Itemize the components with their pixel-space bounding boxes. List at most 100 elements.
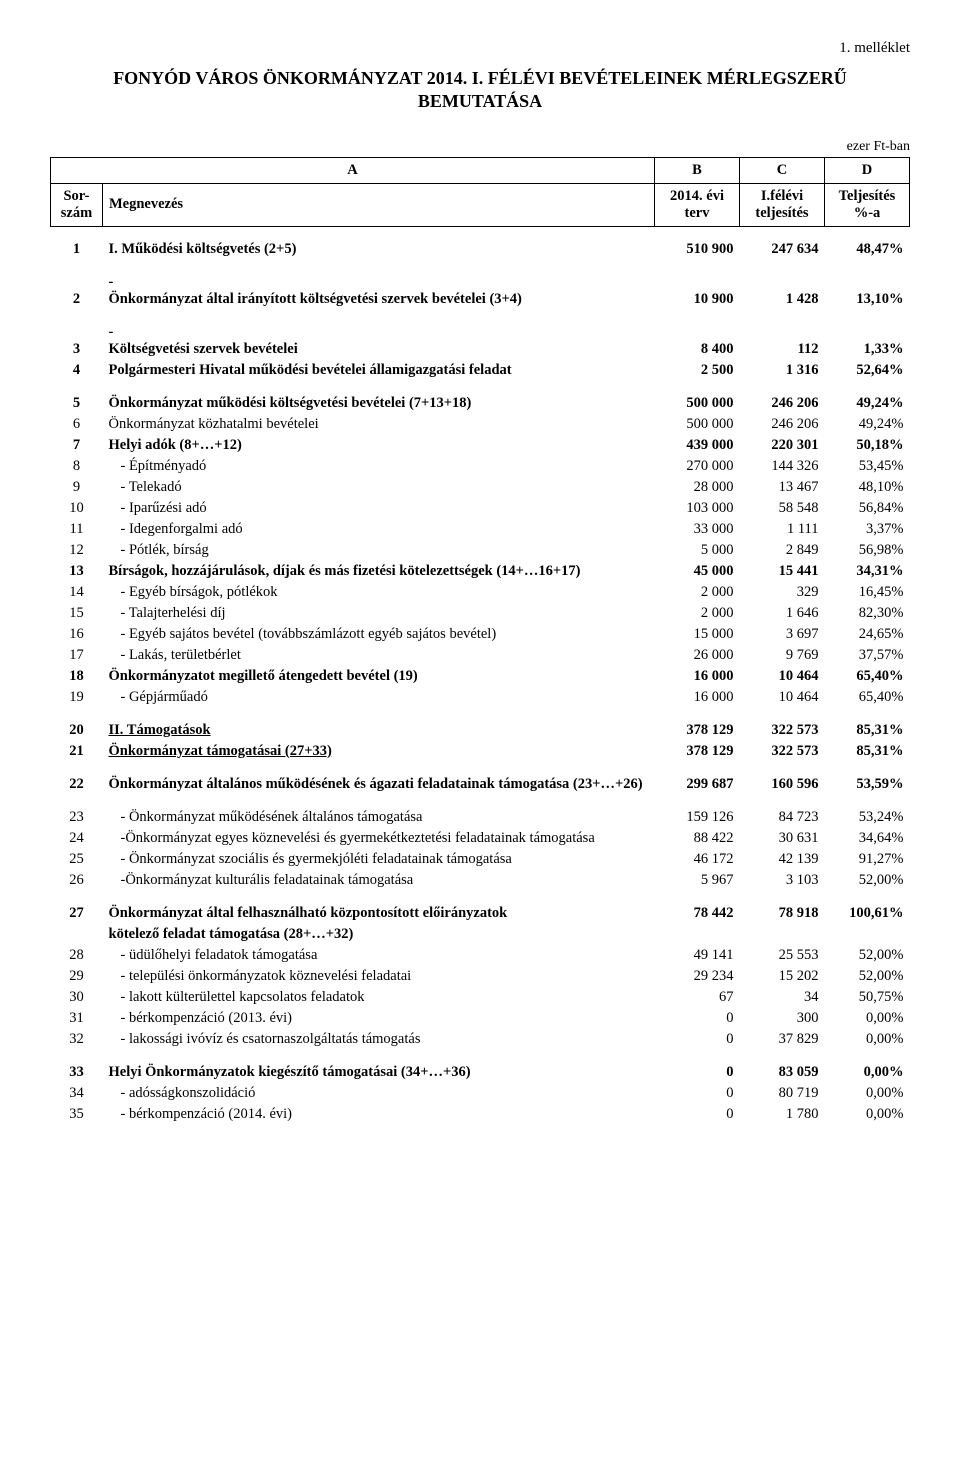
table-row: 24 -Önkormányzat egyes köznevelési és gy… (51, 828, 910, 849)
cell-b: 0 (655, 1104, 740, 1125)
cell-d: 65,40% (825, 666, 910, 687)
row-number: 3 (51, 310, 103, 360)
row-number: 30 (51, 987, 103, 1008)
row-label: - adósságkonszolidáció (103, 1083, 655, 1104)
table-row: 28 - üdülőhelyi feladatok támogatása49 1… (51, 945, 910, 966)
cell-b: 88 422 (655, 828, 740, 849)
col-c2: I.félévi teljesítés (740, 183, 825, 226)
cell-b: 10 900 (655, 260, 740, 310)
cell-d: 1,33% (825, 310, 910, 360)
row-number: 2 (51, 260, 103, 310)
cell-d: 100,61% (825, 891, 910, 924)
row-number: 19 (51, 687, 103, 708)
col-sor: Sor- szám (51, 183, 103, 226)
cell-b: 2 000 (655, 603, 740, 624)
cell-d: 34,31% (825, 561, 910, 582)
cell-c: 30 631 (740, 828, 825, 849)
cell-b: 15 000 (655, 624, 740, 645)
row-label: Helyi adók (8+…+12) (103, 435, 655, 456)
cell-d: 0,00% (825, 1029, 910, 1050)
cell-c: 15 441 (740, 561, 825, 582)
row-label: -Önkormányzat kulturális feladatainak tá… (103, 870, 655, 891)
table-row: 18Önkormányzatot megillető átengedett be… (51, 666, 910, 687)
table-row: 4Polgármesteri Hivatal működési bevétele… (51, 360, 910, 381)
cell-c: 220 301 (740, 435, 825, 456)
cell-b: 159 126 (655, 795, 740, 828)
row-number: 4 (51, 360, 103, 381)
row-number: 8 (51, 456, 103, 477)
cell-c: 3 697 (740, 624, 825, 645)
row-number: 15 (51, 603, 103, 624)
cell-c: 15 202 (740, 966, 825, 987)
cell-d: 0,00% (825, 1050, 910, 1083)
cell-d: 49,24% (825, 381, 910, 414)
row-number: 9 (51, 477, 103, 498)
cell-d: 56,98% (825, 540, 910, 561)
cell-b: 5 967 (655, 870, 740, 891)
col-d-l2: %-a (854, 205, 881, 221)
cell-b: 16 000 (655, 687, 740, 708)
row-number: 6 (51, 414, 103, 435)
cell-c: 84 723 (740, 795, 825, 828)
table-body: 1I. Működési költségvetés (2+5)510 90024… (51, 226, 910, 1125)
cell-d (825, 924, 910, 945)
cell-b: 26 000 (655, 645, 740, 666)
cell-d: 0,00% (825, 1083, 910, 1104)
cell-c (740, 924, 825, 945)
cell-b (655, 924, 740, 945)
cell-d: 56,84% (825, 498, 910, 519)
row-number: 14 (51, 582, 103, 603)
table-row: 30 - lakott külterülettel kapcsolatos fe… (51, 987, 910, 1008)
row-label: - Egyéb sajátos bevétel (továbbszámlázot… (103, 624, 655, 645)
cell-d: 52,64% (825, 360, 910, 381)
cell-b: 378 129 (655, 708, 740, 741)
row-number: 24 (51, 828, 103, 849)
cell-d: 49,24% (825, 414, 910, 435)
row-number: 23 (51, 795, 103, 828)
col-sor-l2: szám (61, 205, 92, 221)
cell-d: 53,59% (825, 762, 910, 795)
row-label: Önkormányzat működési költségvetési bevé… (103, 381, 655, 414)
row-number: 28 (51, 945, 103, 966)
row-label: - települési önkormányzatok köznevelési … (103, 966, 655, 987)
row-label: Polgármesteri Hivatal működési bevételei… (103, 360, 655, 381)
table-row: 13Bírságok, hozzájárulások, díjak és más… (51, 561, 910, 582)
cell-d: 24,65% (825, 624, 910, 645)
cell-c: 247 634 (740, 226, 825, 260)
cell-c: 10 464 (740, 666, 825, 687)
cell-d: 50,75% (825, 987, 910, 1008)
table-row: 34 - adósságkonszolidáció080 7190,00% (51, 1083, 910, 1104)
cell-d: 65,40% (825, 687, 910, 708)
cell-b: 46 172 (655, 849, 740, 870)
table-row: 17 - Lakás, területbérlet26 0009 76937,5… (51, 645, 910, 666)
cell-c: 246 206 (740, 381, 825, 414)
cell-c: 1 646 (740, 603, 825, 624)
col-c: C (740, 157, 825, 183)
cell-d: 85,31% (825, 741, 910, 762)
cell-d: 3,37% (825, 519, 910, 540)
table-row: 26 -Önkormányzat kulturális feladatainak… (51, 870, 910, 891)
cell-b: 2 500 (655, 360, 740, 381)
cell-b: 103 000 (655, 498, 740, 519)
cell-d: 13,10% (825, 260, 910, 310)
row-number: 1 (51, 226, 103, 260)
table-row: 20II. Támogatások378 129322 57385,31% (51, 708, 910, 741)
cell-b: 500 000 (655, 381, 740, 414)
cell-b: 0 (655, 1083, 740, 1104)
cell-b: 8 400 (655, 310, 740, 360)
row-label: - lakott külterülettel kapcsolatos felad… (103, 987, 655, 1008)
row-label: - bérkompenzáció (2014. évi) (103, 1104, 655, 1125)
row-number: 22 (51, 762, 103, 795)
cell-b: 0 (655, 1050, 740, 1083)
row-number: 13 (51, 561, 103, 582)
table-row: 16 - Egyéb sajátos bevétel (továbbszámlá… (51, 624, 910, 645)
cell-c: 34 (740, 987, 825, 1008)
cell-b: 378 129 (655, 741, 740, 762)
col-b-l1: 2014. évi (670, 188, 724, 204)
table-row: 32 - lakossági ivóvíz és csatornaszolgál… (51, 1029, 910, 1050)
cell-d: 52,00% (825, 945, 910, 966)
row-label: - Pótlék, bírság (103, 540, 655, 561)
row-label: - Iparűzési adó (103, 498, 655, 519)
table-row: 12 - Pótlék, bírság5 0002 84956,98% (51, 540, 910, 561)
table-row: 31 - bérkompenzáció (2013. évi)03000,00% (51, 1008, 910, 1029)
